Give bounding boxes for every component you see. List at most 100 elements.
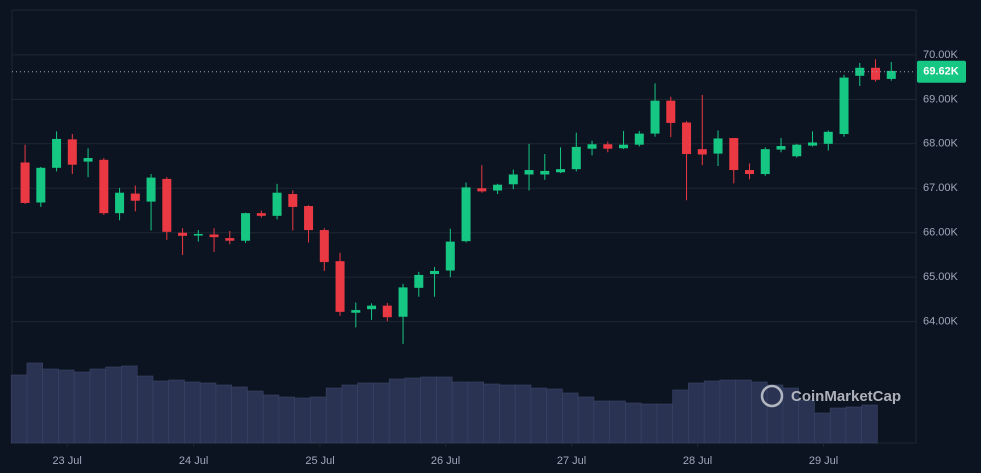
volume-bar [562, 392, 579, 444]
candle-body [477, 188, 487, 192]
candle-body [99, 159, 109, 214]
volume-bar [703, 380, 721, 444]
volume-bar [798, 399, 815, 444]
candle-body [398, 287, 408, 317]
candle-body [52, 138, 62, 168]
candle-body [209, 234, 219, 238]
candle-body [304, 206, 314, 231]
candle-body [760, 149, 770, 175]
volume-bar [388, 378, 406, 444]
y-tick-label: 70.00K [923, 49, 959, 61]
candle-body [524, 170, 534, 175]
candle-body [587, 144, 597, 149]
candle-body [776, 146, 786, 150]
volume-bar [357, 382, 374, 444]
volume-bar [26, 362, 43, 444]
volume-bar [136, 375, 154, 444]
candle-body [115, 192, 125, 214]
candle-body [792, 144, 802, 157]
volume-bar [514, 384, 532, 444]
volume-bar [199, 382, 217, 444]
volume-bar [751, 381, 768, 444]
x-tick-label: 24 Jul [179, 455, 208, 467]
candle-body [634, 133, 644, 145]
candle-body [367, 305, 377, 310]
candle-body [556, 169, 566, 173]
candle-body [729, 138, 739, 171]
candle-body [808, 142, 818, 146]
volume-bar [168, 379, 185, 444]
candle-body [83, 158, 93, 162]
x-tick-label: 23 Jul [52, 455, 81, 467]
y-tick-label: 66.00K [923, 227, 959, 239]
candle-body [571, 146, 581, 170]
volume-bar [845, 406, 862, 444]
volume-bar [247, 390, 264, 444]
volume-bar [719, 379, 736, 444]
last-price-label: 69.62K [923, 66, 959, 78]
candle-body [256, 213, 266, 216]
volume-bar [829, 407, 847, 444]
volume-bar [325, 387, 343, 444]
candle-body [225, 238, 235, 241]
candle-body [871, 67, 881, 80]
x-tick-label: 28 Jul [683, 455, 712, 467]
candle-body [414, 274, 424, 288]
candle-body [162, 178, 172, 232]
candle-body [36, 167, 46, 203]
y-tick-label: 69.00K [923, 93, 959, 105]
volume-bar [814, 412, 831, 444]
candle-body [130, 193, 140, 201]
candle-body [351, 310, 361, 313]
candle-body [382, 305, 392, 318]
y-tick-label: 68.00K [923, 138, 959, 150]
volume-bar [105, 366, 122, 444]
volume-bar [593, 400, 610, 444]
x-tick-label: 29 Jul [809, 455, 838, 467]
candle-body [178, 232, 188, 236]
volume-bar [640, 403, 658, 444]
volume-bar [436, 376, 453, 444]
volume-bar [483, 383, 500, 444]
candle-body [823, 131, 833, 144]
volume-bar [546, 388, 563, 444]
volume-bar [625, 402, 642, 444]
x-tick-label: 26 Jul [431, 455, 460, 467]
volume-bar [341, 384, 358, 444]
candle-body [650, 100, 660, 134]
volume-bar [278, 396, 295, 444]
candle-body [288, 194, 298, 207]
x-tick-label: 27 Jul [557, 455, 586, 467]
volume-bar [688, 382, 705, 444]
candle-body [713, 138, 723, 154]
volume-bar [215, 384, 232, 444]
volume-bar [656, 403, 673, 444]
candle-body [20, 162, 30, 203]
volume-bar [373, 382, 390, 444]
candle-body [886, 70, 896, 79]
volume-bar [262, 394, 280, 444]
watermark: CoinMarketCap [760, 384, 901, 408]
candle-body [319, 230, 329, 263]
volume-bar [861, 404, 878, 444]
volume-bar [58, 369, 75, 444]
volume-bar [89, 368, 106, 444]
candle-body [619, 144, 629, 149]
watermark-text: CoinMarketCap [791, 388, 901, 405]
candle-body [855, 67, 865, 76]
logo [760, 384, 784, 408]
volume-bar [467, 381, 484, 444]
candle-body [67, 139, 77, 165]
volume-bar [152, 380, 169, 444]
y-tick-label: 65.00K [923, 271, 959, 283]
candle-body [445, 241, 455, 271]
volume-bar [451, 381, 469, 444]
volume-bar [735, 379, 752, 444]
candle-body [335, 261, 345, 312]
volume-bar [184, 381, 201, 444]
volume-bar [310, 396, 327, 444]
volume-bar [231, 386, 248, 444]
candle-body [603, 144, 613, 149]
volume-bar [530, 387, 547, 444]
